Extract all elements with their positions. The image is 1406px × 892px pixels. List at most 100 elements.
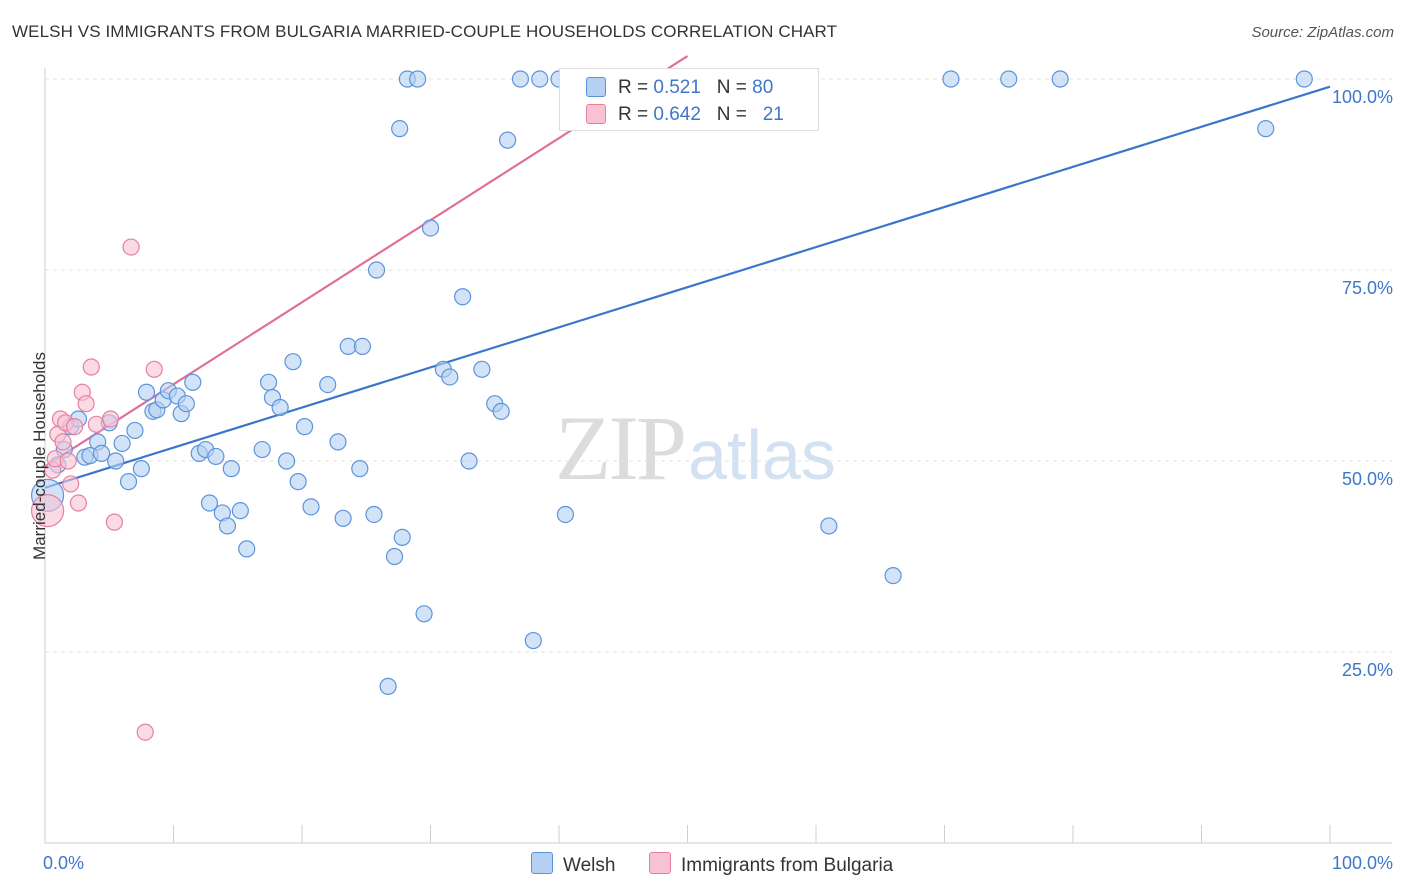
- welsh-point-13: [126, 421, 144, 440]
- bulgaria-n-value: 21: [762, 104, 784, 125]
- welsh-point-61: [460, 452, 478, 470]
- y-tick-label-75: 75.0%: [1342, 278, 1393, 298]
- welsh-point-39: [289, 473, 307, 491]
- watermark-zip: ZIP: [555, 397, 687, 499]
- source-attribution: Source: ZipAtlas.com: [1251, 24, 1394, 41]
- bulgaria-point-8: [62, 475, 80, 493]
- correlation-legend: R = 0.521 N = 80 R = 0.642 N = 21: [559, 68, 819, 131]
- bulgaria-r-value: 0.642: [653, 104, 701, 125]
- welsh-point-11: [113, 434, 131, 453]
- trend-line-welsh: [44, 85, 1331, 489]
- welsh-n-label: N =: [716, 77, 753, 98]
- bulgaria-point-10: [69, 494, 88, 512]
- welsh-point-75: [942, 70, 960, 88]
- welsh-point-41: [302, 498, 320, 516]
- y-tick-label-50: 50.0%: [1342, 469, 1393, 489]
- welsh-point-47: [351, 460, 369, 478]
- welsh-point-27: [207, 447, 225, 466]
- welsh-point-40: [295, 418, 314, 436]
- bulgaria-point-19: [145, 360, 163, 378]
- welsh-point-60: [454, 288, 472, 306]
- welsh-point-57: [421, 219, 440, 237]
- legend-item-bulgaria: Immigrants from Bulgaria: [649, 852, 893, 877]
- watermark-atlas: atlas: [688, 416, 836, 494]
- bulgaria-point-18: [136, 723, 154, 741]
- bulgaria-point-5: [54, 433, 72, 451]
- legend-swatch-welsh: [531, 852, 553, 874]
- bulgaria-n-label: N =: [716, 104, 753, 125]
- legend-item-welsh: Welsh: [531, 852, 615, 877]
- welsh-point-76: [1000, 70, 1018, 88]
- bulgaria-point-9: [65, 418, 84, 436]
- welsh-point-52: [391, 120, 409, 138]
- welsh-point-29: [218, 517, 237, 535]
- welsh-point-50: [379, 677, 397, 695]
- bulgaria-r-label: R =: [618, 104, 654, 125]
- welsh-r-label: R =: [618, 77, 654, 98]
- y-tick-label-25: 25.0%: [1342, 660, 1393, 680]
- welsh-point-38: [284, 353, 302, 371]
- welsh-point-78: [1257, 120, 1275, 138]
- welsh-point-77: [1051, 70, 1069, 88]
- bulgaria-point-12: [77, 395, 95, 413]
- welsh-point-67: [524, 631, 542, 650]
- bulgaria-swatch: [586, 104, 606, 124]
- welsh-point-49: [367, 261, 386, 279]
- welsh-point-34: [259, 373, 278, 391]
- welsh-point-30: [222, 460, 240, 478]
- bulgaria-point-15: [101, 410, 120, 428]
- bulgaria-point-0: [30, 494, 65, 528]
- welsh-point-22: [177, 395, 195, 413]
- chart-title: WELSH VS IMMIGRANTS FROM BULGARIA MARRIE…: [12, 22, 838, 41]
- legend-label-welsh: Welsh: [563, 855, 616, 876]
- welsh-point-12: [119, 473, 138, 491]
- welsh-r-value: 0.521: [653, 77, 701, 98]
- y-tick-label-100: 100.0%: [1332, 87, 1393, 107]
- welsh-point-46: [353, 337, 371, 355]
- y-axis-label: Married-couple Households: [30, 352, 49, 560]
- gridlines: [45, 78, 1392, 653]
- x-tick-label-0: 0.0%: [43, 853, 84, 873]
- welsh-point-51: [385, 547, 404, 566]
- welsh-point-65: [499, 131, 517, 149]
- welsh-point-31: [231, 502, 249, 520]
- welsh-point-23: [184, 373, 202, 391]
- welsh-point-59: [441, 368, 459, 386]
- welsh-point-55: [409, 70, 427, 88]
- welsh-point-43: [329, 433, 347, 451]
- welsh-point-53: [393, 528, 411, 547]
- bulgaria-point-17: [122, 238, 140, 256]
- bulgaria-point-7: [59, 452, 77, 470]
- welsh-point-68: [531, 70, 549, 88]
- legend-label-bulgaria: Immigrants from Bulgaria: [681, 855, 894, 876]
- welsh-point-33: [253, 440, 271, 459]
- bulgaria-point-13: [82, 358, 100, 376]
- welsh-point-64: [492, 402, 510, 420]
- welsh-point-26: [200, 494, 219, 512]
- welsh-point-66: [511, 70, 530, 88]
- tick-labels: 25.0% 50.0% 75.0% 100.0% 0.0% 100.0%: [43, 87, 1393, 873]
- welsh-swatch: [586, 77, 606, 97]
- welsh-point-62: [473, 360, 491, 378]
- welsh-n-value: 80: [752, 77, 774, 98]
- legend-swatch-bulgaria: [649, 852, 671, 874]
- welsh-point-10: [107, 452, 125, 470]
- welsh-point-44: [334, 509, 352, 527]
- welsh-point-70: [556, 505, 575, 524]
- axes: [44, 68, 1392, 844]
- welsh-point-79: [1295, 70, 1313, 88]
- welsh-point-42: [319, 376, 337, 394]
- welsh-point-74: [884, 566, 902, 585]
- welsh-point-37: [277, 452, 296, 470]
- welsh-point-56: [415, 605, 433, 623]
- welsh-point-36: [271, 398, 289, 417]
- welsh-point-48: [365, 505, 383, 524]
- welsh-point-73: [820, 517, 838, 535]
- x-tick-label-100: 100.0%: [1332, 853, 1393, 873]
- welsh-point-8: [92, 444, 111, 462]
- welsh-point-14: [132, 460, 150, 478]
- watermark: ZIPatlas: [555, 402, 836, 494]
- welsh-point-32: [238, 540, 256, 558]
- welsh-point-15: [137, 383, 156, 401]
